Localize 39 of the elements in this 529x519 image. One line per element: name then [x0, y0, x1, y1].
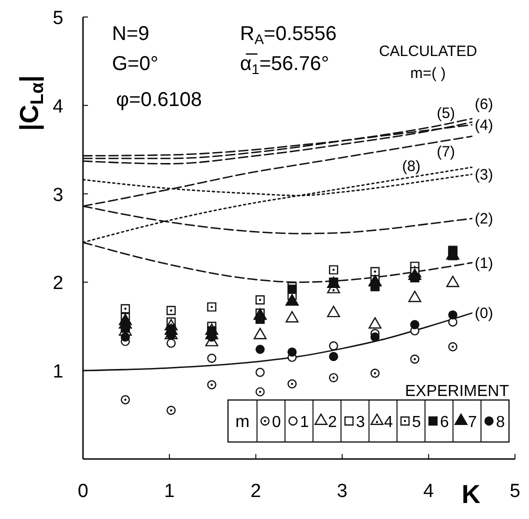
legend-label: 3: [356, 414, 365, 431]
series-label: (3): [474, 166, 494, 184]
legend-label: 0: [272, 414, 281, 431]
legend-label: 8: [496, 414, 505, 431]
series-label: (1): [474, 254, 494, 272]
legend-label: 6: [440, 414, 449, 431]
series-label: (2): [474, 210, 494, 228]
annotation: R$_{A}$=0.5556: [240, 23, 337, 46]
legend-label: 2: [328, 414, 337, 431]
legend-label: 4: [384, 414, 393, 431]
series-label: (4): [474, 116, 494, 134]
x-axis-title: K: [462, 479, 481, 509]
legend-label: 5: [412, 414, 421, 431]
x-tick-label: 2: [250, 481, 262, 502]
y-tick-label: 1: [52, 362, 64, 383]
annotation: CALCULATED: [378, 43, 478, 60]
annotation: m=( ): [410, 65, 446, 82]
series-label: (7): [436, 144, 456, 161]
legend-title: EXPERIMENT: [404, 383, 510, 400]
y-tick-label: 5: [52, 8, 64, 29]
x-tick-label: 3: [336, 481, 348, 502]
x-tick-label: 5: [510, 481, 520, 502]
annotation: G=0°: [112, 53, 158, 75]
annotation: m: [235, 412, 250, 431]
annotation: N=9: [112, 23, 150, 45]
x-tick-label: 0: [78, 481, 88, 502]
series-label: (6): [474, 96, 494, 114]
y-tick-label: 4: [52, 96, 64, 118]
series-label: (0): [474, 305, 494, 322]
y-tick-label: 3: [52, 184, 64, 206]
series-label: (5): [436, 104, 456, 122]
legend-label: 1: [300, 414, 309, 431]
annotation: α̅$_{1}$=56.76°: [240, 53, 330, 76]
y-tick-label: 2: [52, 273, 64, 294]
x-tick-label: 4: [423, 481, 434, 502]
legend-label: 7: [468, 414, 477, 431]
series-label: (8): [402, 158, 420, 176]
annotation: φ=0.6108: [116, 89, 202, 111]
x-tick-label: 1: [164, 481, 175, 502]
